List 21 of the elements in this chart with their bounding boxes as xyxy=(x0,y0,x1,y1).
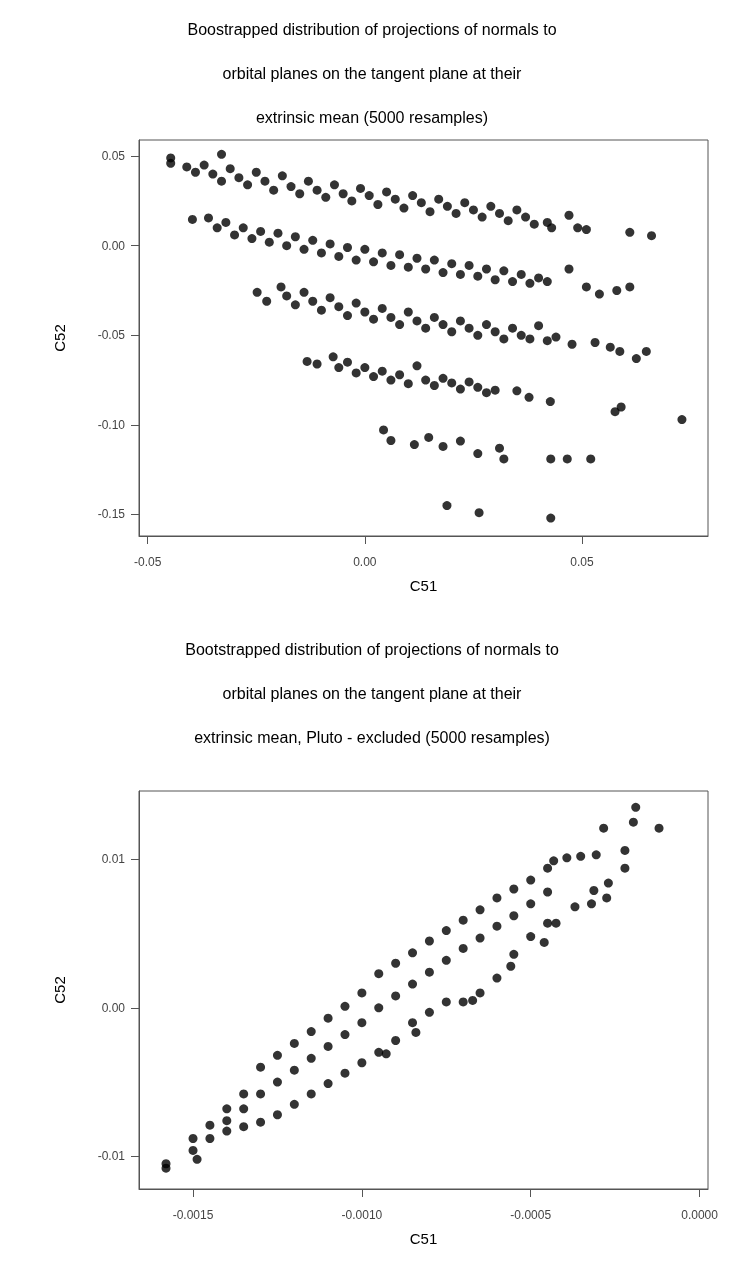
x-tick-label: 0.00 xyxy=(353,555,377,569)
y-tick-label: 0.05 xyxy=(101,149,126,164)
x-axis-title: C51 xyxy=(409,1230,438,1247)
chart-title: Boostrapped distribution of projections of normals to orbital planes on the tangent plane at their extrinsic mean (5000 resamples) xyxy=(187,20,557,126)
y-tick-label: 0.00 xyxy=(101,238,126,253)
x-tick-label: -0.0015 xyxy=(172,1208,214,1222)
y-axis-title: C52 xyxy=(51,976,68,1004)
y-tick-label: 0.01 xyxy=(101,852,126,867)
chart-title: Bootstrapped distribution of projections of normals to orbital planes on the tangent plane at their extrinsic mean, Pluto - excluded (5000 resamples) xyxy=(185,640,559,746)
x-tick-label: -0.0010 xyxy=(341,1208,383,1222)
y-axis-title: C52 xyxy=(51,324,68,352)
x-tick-label: -0.0005 xyxy=(510,1208,552,1222)
y-tick-label: -0.10 xyxy=(97,417,126,432)
x-axis-title: C51 xyxy=(409,577,438,594)
x-tick-label: 0.05 xyxy=(570,555,595,569)
y-tick-label: -0.05 xyxy=(97,328,126,343)
y-tick-label: -0.15 xyxy=(97,507,126,522)
y-tick-label: -0.01 xyxy=(97,1149,126,1164)
y-tick-label: 0.00 xyxy=(101,1000,126,1015)
x-tick-label: -0.05 xyxy=(134,555,162,569)
x-tick-label: 0.0000 xyxy=(681,1208,719,1222)
